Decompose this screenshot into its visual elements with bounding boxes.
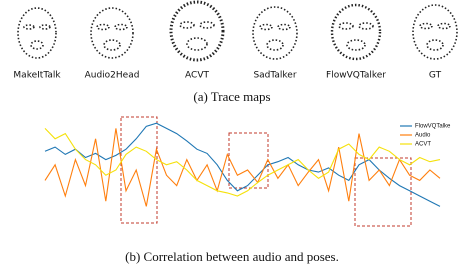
trace-map-faces <box>18 2 457 60</box>
legend-label: FlowVQTalke <box>415 124 451 130</box>
line-series <box>45 128 440 206</box>
caption: (a) Trace maps <box>193 89 270 104</box>
highlight-box <box>355 158 411 226</box>
method-label: Audio2Head <box>85 71 140 81</box>
face <box>91 8 133 58</box>
line-series <box>45 128 440 196</box>
face <box>413 5 457 59</box>
figure: (a) Trace maps (b) Correlation between a… <box>0 0 465 274</box>
caption: (b) Correlation between audio and poses. <box>125 249 339 264</box>
legend-label: ACVT <box>415 142 431 148</box>
face <box>171 2 223 60</box>
method-label: FlowVQTalker <box>326 71 386 81</box>
face <box>332 5 380 59</box>
method-label: MakeItTalk <box>13 71 61 81</box>
face <box>18 8 56 58</box>
method-label: SadTalker <box>253 71 296 81</box>
highlight-box <box>121 117 157 223</box>
face <box>253 7 297 59</box>
method-label: GT <box>429 71 442 81</box>
legend-label: Audio <box>415 133 431 139</box>
method-label: ACVT <box>185 71 209 81</box>
